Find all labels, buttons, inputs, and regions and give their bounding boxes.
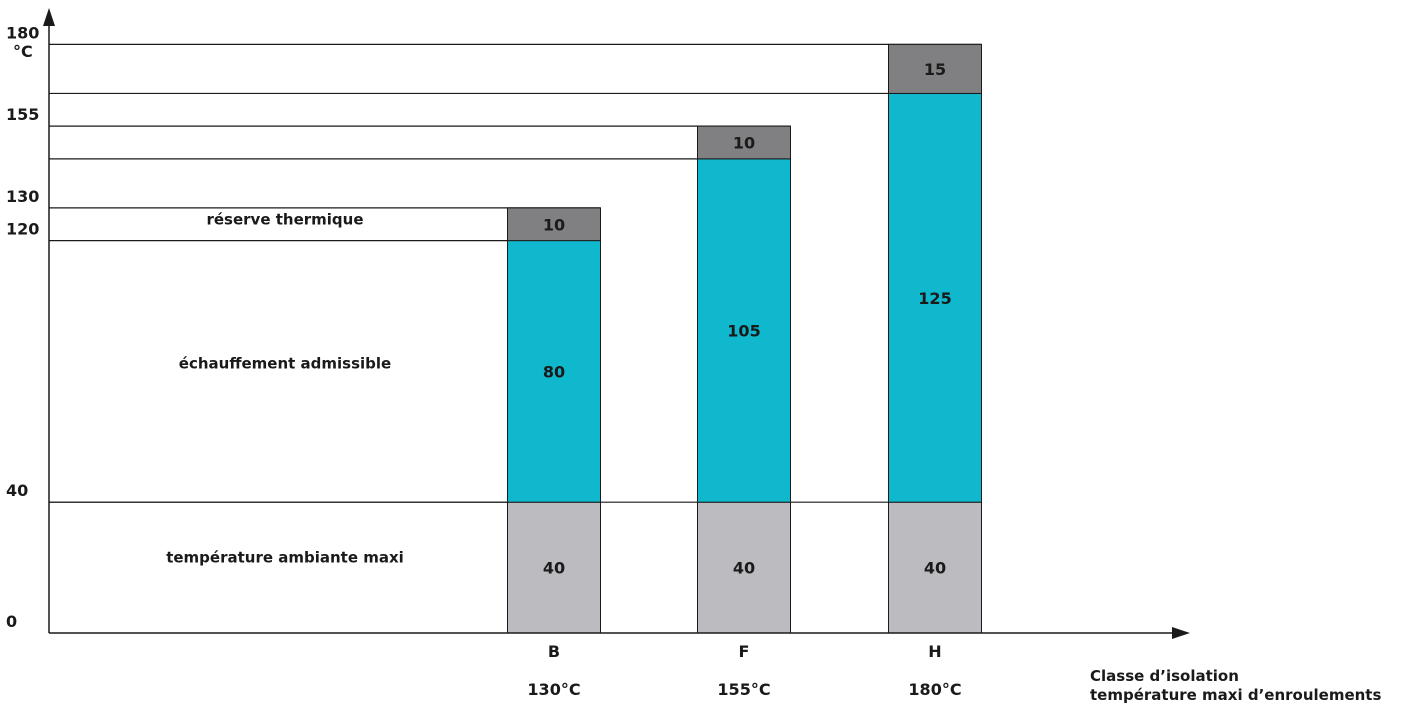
series-label: réserve thermique — [206, 210, 363, 228]
category-temperature-label: 180°C — [908, 680, 961, 699]
series-annotations: température ambiante maxi échauffement ad… — [166, 210, 404, 566]
y-tick-labels: 0 40 120 130 155 180 — [6, 23, 39, 631]
reference-lines — [49, 43, 982, 503]
y-tick-label: 40 — [6, 481, 28, 500]
y-tick-label: 0 — [6, 612, 17, 631]
y-tick-label: 155 — [6, 105, 39, 124]
text-labels: °C Classe d’isolation température maxi d… — [13, 42, 1381, 703]
bar-value-label: 10 — [733, 134, 755, 153]
bar-value-label: 10 — [543, 215, 565, 234]
bar-segment-B-3 — [507, 207, 601, 242]
category-temperature-label: 130°C — [527, 680, 580, 699]
category-temperature-label: 155°C — [717, 680, 770, 699]
series-label: température ambiante maxi — [166, 549, 404, 567]
series-label: échauffement admissible — [179, 354, 391, 372]
category-label: B — [548, 642, 560, 661]
bar-value-label: 40 — [543, 559, 565, 578]
y-axis-arrow-icon — [43, 8, 55, 26]
bar-value-label: 105 — [727, 322, 760, 341]
x-axis-label-line-1: Classe d’isolation — [1090, 667, 1239, 685]
y-tick-label: 130 — [6, 187, 39, 206]
category-labels: B 130°C F 155°C H 180°C — [527, 642, 961, 699]
x-axis-label-line-2: température maxi d’enroulements — [1090, 686, 1381, 703]
y-axis-unit-label: °C — [13, 42, 33, 61]
category-label: H — [928, 642, 941, 661]
bar-segment-H-3 — [888, 43, 982, 94]
category-label: F — [739, 642, 750, 661]
y-tick-label: 180 — [6, 23, 39, 42]
bar-segment-F-2 — [697, 158, 791, 503]
bar-value-label: 80 — [543, 362, 565, 381]
bar-segment-B-2 — [507, 240, 601, 503]
bar-segment-B-1 — [507, 501, 601, 634]
bar-value-label: 40 — [924, 559, 946, 578]
bar-value-label: 15 — [924, 60, 946, 79]
bar-value-label: 40 — [733, 559, 755, 578]
axes — [43, 8, 1190, 639]
bar-segment-F-3 — [697, 125, 791, 160]
y-tick-label: 120 — [6, 220, 39, 239]
x-axis-arrow-icon — [1172, 627, 1190, 639]
bar-value-label: 125 — [918, 289, 951, 308]
stacked-bars: 40 80 10 40 105 10 40 125 15 — [507, 43, 982, 634]
bar-segment-F-1 — [697, 501, 791, 634]
bar-segment-H-2 — [888, 92, 982, 503]
